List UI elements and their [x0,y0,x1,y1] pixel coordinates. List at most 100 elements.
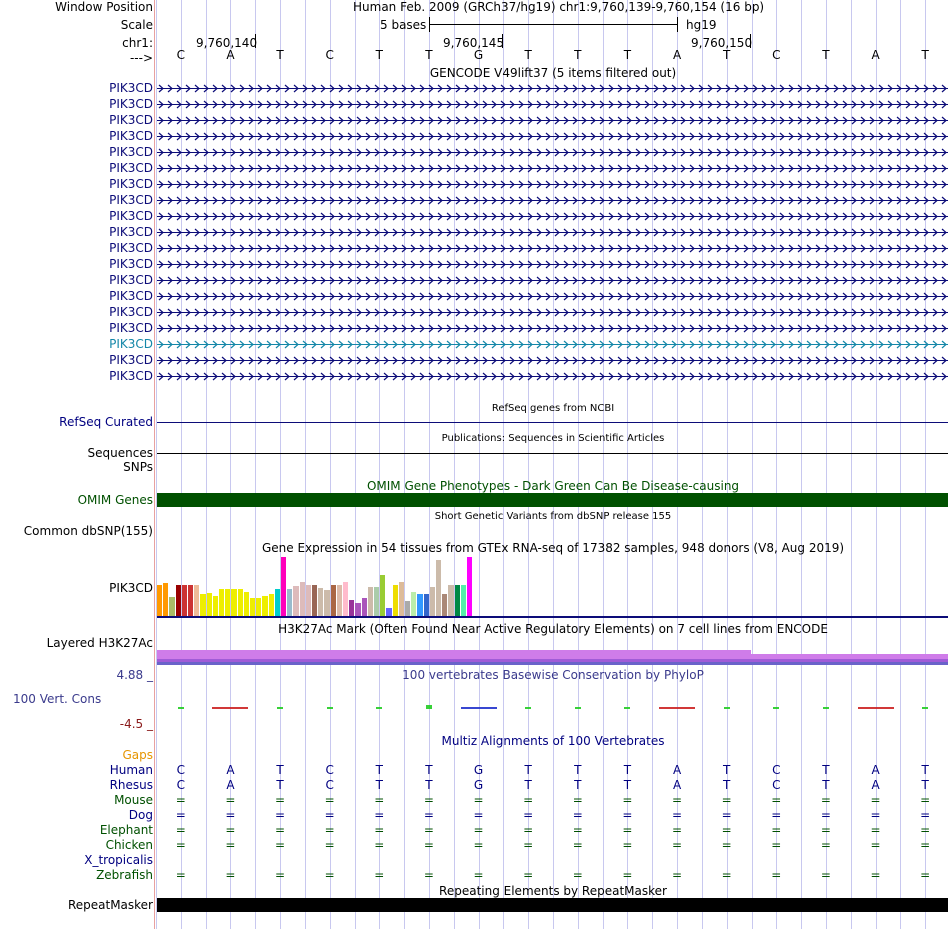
h3k27ac-signal-right[interactable] [751,654,948,659]
h3k27ac-signal-upper[interactable] [157,650,751,659]
phylop-score-mark[interactable] [624,707,631,709]
gencode-transcript-label[interactable]: PIK3CD [109,129,153,143]
gtex-tissue-bar[interactable] [460,585,466,616]
gtex-tissue-bar[interactable] [423,594,429,616]
phylop-score-mark[interactable] [922,707,929,709]
gencode-transcript-label[interactable]: PIK3CD [109,257,153,271]
phylop-score-mark[interactable] [177,707,184,709]
gencode-transcript-line[interactable] [157,244,948,253]
gencode-transcript-label[interactable]: PIK3CD [109,97,153,111]
gencode-transcript-label[interactable]: PIK3CD [109,337,153,351]
gtex-tissue-bar[interactable] [268,594,274,616]
gtex-tissue-bar[interactable] [361,598,367,616]
gtex-tissue-bar[interactable] [231,589,237,616]
repeatmasker-element-block[interactable] [157,898,948,912]
gencode-transcript-label[interactable]: PIK3CD [109,321,153,335]
gencode-transcript-line[interactable] [157,180,948,189]
gencode-transcript-line[interactable] [157,132,948,141]
phylop-score-mark[interactable] [212,707,249,709]
gtex-tissue-bar[interactable] [169,597,175,616]
gtex-tissue-bar[interactable] [212,596,218,616]
gencode-transcript-label[interactable]: PIK3CD [109,305,153,319]
phylop-track-title[interactable]: 100 vertebrates Basewise Conservation by… [402,668,704,682]
h3k27ac-track-label[interactable]: Layered H3K27Ac [46,636,153,650]
h3k27ac-track-title[interactable]: H3K27Ac Mark (Often Found Near Active Re… [278,622,828,636]
phylop-score-mark[interactable] [425,705,432,709]
gencode-transcript-line[interactable] [157,228,948,237]
dbsnp-track-title[interactable]: Short Genetic Variants from dbSNP releas… [434,511,672,522]
gencode-transcript-line[interactable] [157,116,948,125]
gencode-transcript-line[interactable] [157,340,948,349]
gtex-tissue-bar[interactable] [225,589,231,616]
gtex-tissue-bar[interactable] [206,593,212,616]
gtex-tissue-bar[interactable] [355,603,361,616]
gtex-tissue-bar[interactable] [417,594,423,616]
gtex-tissue-bar[interactable] [442,594,448,616]
gencode-transcript-label[interactable]: PIK3CD [109,209,153,223]
refseq-track-title[interactable]: RefSeq genes from NCBI [491,403,615,414]
gtex-tissue-bar[interactable] [367,587,373,616]
gtex-track-title[interactable]: Gene Expression in 54 tissues from GTEx … [261,541,845,555]
gencode-transcript-label[interactable]: PIK3CD [109,273,153,287]
phylop-score-mark[interactable] [277,707,284,709]
gencode-transcript-line[interactable] [157,292,948,301]
phylop-score-mark[interactable] [723,707,730,709]
omim-gene-block[interactable] [157,493,948,507]
gtex-tissue-bar[interactable] [467,557,473,616]
repeatmasker-track-title[interactable]: Repeating Elements by RepeatMasker [439,884,667,898]
h3k27ac-signal-band-1[interactable] [157,659,948,662]
gtex-tissue-bar[interactable] [219,589,225,616]
multiz-species-label[interactable]: Elephant [99,823,153,837]
gtex-tissue-bar[interactable] [318,588,324,616]
gencode-transcript-line[interactable] [157,324,948,333]
gtex-tissue-bar[interactable] [181,585,187,616]
gtex-tissue-bar[interactable] [405,601,411,616]
h3k27ac-signal-band-2[interactable] [157,662,948,665]
refseq-track-label[interactable]: RefSeq Curated [59,415,153,429]
gencode-transcript-label[interactable]: PIK3CD [109,289,153,303]
gtex-tissue-bar[interactable] [436,560,442,616]
gtex-tissue-bar[interactable] [380,575,386,616]
pubs-label-line2[interactable]: SNPs [123,460,153,474]
gtex-tissue-bar[interactable] [392,585,398,616]
gtex-tissue-bar[interactable] [188,585,194,616]
multiz-species-label[interactable]: Mouse [114,793,153,807]
gencode-transcript-line[interactable] [157,212,948,221]
gencode-transcript-label[interactable]: PIK3CD [109,353,153,367]
multiz-species-label[interactable]: Dog [128,808,153,822]
gtex-tissue-bar[interactable] [343,582,349,616]
gtex-tissue-bar[interactable] [299,582,305,616]
gtex-tissue-bar[interactable] [411,592,417,616]
gtex-tissue-bar[interactable] [200,594,206,616]
gencode-transcript-line[interactable] [157,196,948,205]
gtex-tissue-bar[interactable] [305,585,311,616]
gtex-tissue-bar[interactable] [448,585,454,616]
refseq-gene-line[interactable] [157,422,948,423]
gencode-transcript-label[interactable]: PIK3CD [109,225,153,239]
phylop-score-mark[interactable] [822,707,829,709]
gencode-transcript-label[interactable]: PIK3CD [109,145,153,159]
multiz-species-label[interactable]: Rhesus [109,778,153,792]
gencode-transcript-label[interactable]: PIK3CD [109,241,153,255]
gtex-tissue-bar[interactable] [330,585,336,616]
gtex-tissue-bar[interactable] [293,586,299,616]
gtex-tissue-bar[interactable] [324,590,330,616]
gencode-transcript-label[interactable]: PIK3CD [109,369,153,383]
gtex-tissue-bar[interactable] [386,608,392,616]
gencode-transcript-line[interactable] [157,356,948,365]
gencode-transcript-label[interactable]: PIK3CD [109,113,153,127]
gtex-tissue-bar[interactable] [349,600,355,616]
gtex-gene-label[interactable]: PIK3CD [109,581,153,595]
multiz-species-label[interactable]: Chicken [105,838,153,852]
gtex-tissue-bar[interactable] [398,582,404,616]
dbsnp-track-label[interactable]: Common dbSNP(155) [23,524,153,538]
gencode-transcript-line[interactable] [157,84,948,93]
gencode-transcript-label[interactable]: PIK3CD [109,193,153,207]
gencode-track-title[interactable]: GENCODE V49lift37 (5 items filtered out) [429,66,677,80]
phylop-score-mark[interactable] [376,707,383,709]
gtex-tissue-bar[interactable] [429,587,435,616]
phylop-score-mark[interactable] [659,707,696,709]
gtex-tissue-bar[interactable] [256,598,262,616]
gencode-transcript-label[interactable]: PIK3CD [109,161,153,175]
gtex-tissue-bar[interactable] [454,585,460,616]
